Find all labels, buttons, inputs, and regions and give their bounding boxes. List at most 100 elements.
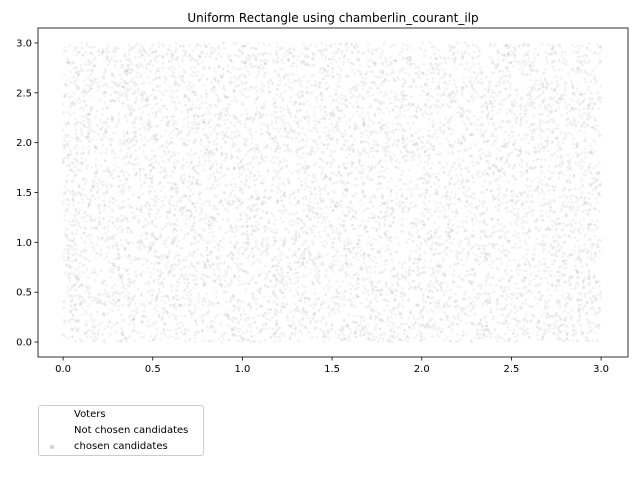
chosen-candidate-point — [101, 107, 105, 111]
chosen-candidate-point — [445, 202, 449, 206]
chosen-candidate-point — [78, 337, 81, 340]
chosen-candidate-point — [382, 101, 386, 104]
chosen-candidate-point — [487, 252, 491, 256]
chosen-candidate-point — [495, 83, 498, 87]
chosen-candidate-point — [269, 188, 273, 192]
chosen-candidate-point — [505, 111, 509, 114]
chosen-candidate-point — [385, 59, 389, 62]
chosen-candidate-point — [256, 197, 260, 201]
chosen-candidate-point — [85, 323, 88, 326]
chosen-candidate-point — [74, 117, 77, 120]
chosen-candidate-point — [538, 133, 541, 136]
chosen-candidate-point — [454, 56, 457, 59]
chosen-candidate-point — [154, 77, 158, 81]
chosen-candidate-point — [591, 69, 594, 72]
chosen-candidate-point — [92, 296, 95, 299]
chosen-candidate-point — [233, 305, 237, 309]
chosen-candidate-point — [438, 185, 441, 188]
chosen-candidate-point — [583, 139, 586, 143]
chosen-candidate-point — [163, 169, 167, 173]
chosen-candidate-point — [504, 306, 507, 310]
chosen-candidate-point — [597, 107, 601, 110]
chosen-candidate-point — [223, 313, 227, 317]
chosen-candidate-point — [114, 225, 117, 228]
chosen-candidate-point — [87, 304, 90, 308]
chosen-candidate-point — [81, 106, 84, 110]
chosen-candidate-point — [512, 207, 516, 211]
chosen-candidate-point — [278, 95, 282, 98]
chosen-candidate-point — [225, 155, 229, 158]
chosen-candidate-point — [410, 62, 414, 65]
chosen-candidate-point — [423, 82, 427, 86]
chosen-candidate-point — [491, 226, 495, 230]
chosen-candidate-point — [543, 311, 546, 314]
chosen-candidate-point — [328, 223, 331, 227]
chosen-candidate-point — [327, 142, 330, 146]
chosen-candidate-point — [231, 199, 235, 203]
chosen-candidate-point — [332, 51, 335, 55]
chosen-candidate-point — [66, 198, 69, 201]
chosen-candidate-point — [553, 240, 556, 243]
chosen-candidate-point — [111, 137, 114, 141]
chosen-candidate-point — [399, 124, 403, 128]
chosen-candidate-point — [174, 51, 177, 54]
chosen-candidate-point — [123, 156, 127, 159]
chosen-candidate-point — [355, 109, 358, 113]
chosen-candidate-point — [164, 196, 167, 199]
chosen-candidate-point — [472, 197, 476, 200]
chosen-candidate-point — [566, 160, 569, 163]
chosen-candidate-point — [562, 194, 566, 198]
chosen-candidate-point — [475, 331, 479, 335]
chosen-candidate-point — [121, 304, 124, 307]
chosen-candidate-point — [186, 282, 190, 285]
chosen-candidate-point — [533, 277, 536, 281]
chosen-candidate-point — [495, 307, 499, 311]
chosen-candidate-point — [568, 181, 572, 185]
chosen-candidate-point — [355, 272, 359, 275]
chosen-candidate-point — [380, 127, 383, 130]
chosen-candidate-point — [516, 309, 519, 313]
chosen-candidate-point — [215, 57, 219, 60]
chosen-candidate-point — [340, 331, 344, 334]
chosen-candidate-point — [62, 259, 66, 262]
chosen-candidate-point — [373, 265, 377, 268]
chosen-candidate-point — [67, 289, 70, 292]
chosen-candidate-point — [536, 338, 540, 342]
chosen-candidate-point — [255, 110, 259, 113]
chosen-candidate-point — [89, 286, 92, 289]
chosen-candidate-point — [550, 87, 553, 91]
chosen-candidate-point — [338, 328, 342, 332]
chosen-candidate-point — [283, 209, 286, 212]
chosen-candidate-point — [324, 57, 328, 61]
chosen-candidate-point — [451, 143, 455, 146]
chosen-candidate-point — [407, 232, 411, 236]
chosen-candidate-point — [317, 231, 320, 234]
chosen-candidate-point — [366, 270, 369, 274]
chosen-candidate-point — [226, 110, 230, 114]
chosen-candidate-point — [421, 41, 425, 45]
chosen-candidate-point — [577, 251, 581, 254]
chosen-candidate-point — [347, 273, 351, 277]
chosen-candidate-point — [233, 235, 237, 238]
chosen-candidate-point — [402, 89, 405, 93]
chosen-candidate-point — [198, 107, 202, 110]
chosen-candidate-point — [275, 231, 278, 235]
chosen-candidate-point — [465, 62, 469, 65]
chosen-candidate-point — [260, 305, 264, 308]
chosen-candidate-point — [278, 177, 281, 181]
chosen-candidate-point — [582, 121, 586, 124]
chosen-candidate-point — [504, 193, 508, 197]
chosen-candidate-point — [254, 224, 257, 228]
chosen-candidate-point — [458, 115, 462, 118]
chosen-candidate-point — [263, 225, 266, 228]
chosen-candidate-point — [416, 187, 420, 190]
chosen-candidate-point — [593, 149, 597, 153]
chosen-candidate-point — [533, 98, 536, 101]
chosen-candidate-point — [523, 239, 527, 243]
chosen-candidate-point — [184, 258, 187, 262]
chosen-candidate-point — [598, 249, 601, 253]
chosen-candidate-point — [98, 196, 101, 199]
chosen-candidate-point — [585, 336, 588, 340]
chosen-candidate-point — [98, 203, 102, 207]
chosen-candidate-point — [563, 233, 566, 237]
